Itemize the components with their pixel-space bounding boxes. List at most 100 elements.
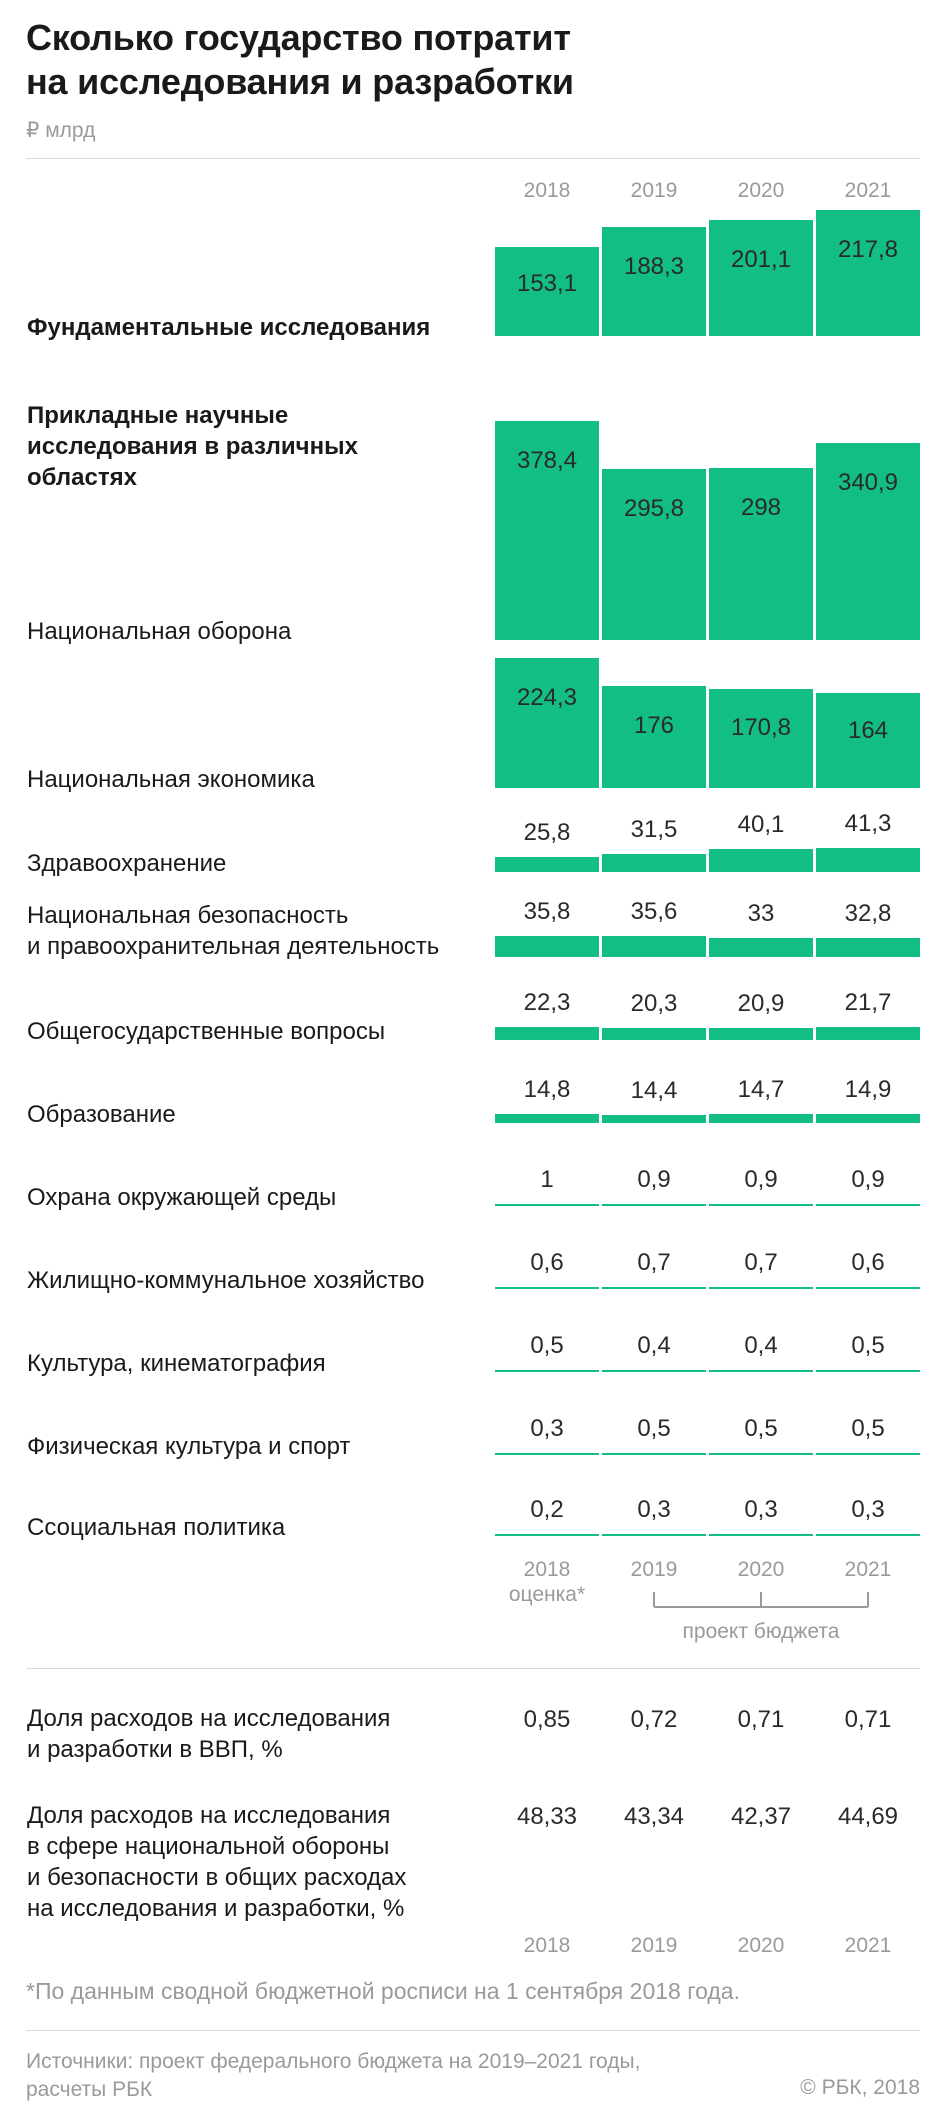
bar: [709, 1453, 813, 1455]
bar: [495, 1453, 599, 1455]
bar: [816, 1027, 920, 1040]
category-label-line: Культура, кинематография: [27, 1350, 326, 1377]
category-label-line: областях: [27, 464, 137, 491]
data-label: 201,1: [730, 245, 792, 273]
data-label: 176: [633, 711, 675, 739]
data-label: 40,1: [737, 810, 785, 838]
bar: [602, 1370, 706, 1372]
bottom-divider: [26, 2030, 920, 2031]
bar: [709, 1534, 813, 1536]
year-label-top: 2019: [630, 179, 678, 202]
year-label-top: 2021: [844, 179, 892, 202]
data-label: 0,2: [530, 1496, 564, 1524]
bar: [816, 848, 920, 872]
category-label: Здравоохранение: [27, 848, 226, 879]
stat-label-line: и разработки в ВВП, %: [27, 1736, 283, 1763]
data-label: 0,3: [637, 1496, 671, 1524]
category-label-line: Прикладные научные: [27, 402, 289, 429]
title-line-2: на исследования и разработки: [26, 61, 574, 102]
data-label: 22,3: [523, 989, 571, 1017]
stats-divider: [26, 1668, 920, 1669]
bar: [602, 1453, 706, 1455]
bar: [602, 686, 706, 788]
bar: [602, 1204, 706, 1206]
stat-label-line: и безопасности в общих расходах: [27, 1864, 407, 1891]
budget-bracket-tick: [867, 1592, 869, 1607]
footnote: *По данным сводной бюджетной росписи на …: [26, 1978, 740, 2004]
data-label: 33: [747, 899, 775, 927]
stat-value: 0,72: [630, 1706, 678, 1733]
bar: [816, 1114, 920, 1123]
data-label: 0,5: [851, 1332, 885, 1360]
data-label: 0,9: [744, 1166, 778, 1194]
data-label: 0,6: [851, 1249, 885, 1277]
bar: [495, 1204, 599, 1206]
stat-value: 48,33: [516, 1803, 578, 1830]
data-label: 0,6: [530, 1249, 564, 1277]
unit-label: ₽ млрд: [26, 119, 96, 142]
category-label: Общегосударственные вопросы: [27, 1016, 385, 1047]
data-label: 21,7: [844, 989, 892, 1017]
data-label: 295,8: [623, 494, 685, 522]
estimate-note: оценка*: [508, 1583, 586, 1606]
data-label: 35,6: [630, 898, 678, 926]
data-label: 170,8: [730, 713, 792, 741]
data-label: 0,4: [637, 1332, 671, 1360]
year-label-top: 2020: [737, 179, 785, 202]
data-label: 0,3: [744, 1496, 778, 1524]
category-label-line: Национальная экономика: [27, 766, 315, 793]
stat-label-line: на исследования и разработки, %: [27, 1895, 405, 1922]
data-label: 20,9: [737, 989, 785, 1017]
bar: [816, 1287, 920, 1289]
category-label-line: Ссоциальная политика: [27, 1514, 286, 1541]
year-label-bottom: 2018: [523, 1934, 571, 1957]
bar: [602, 936, 706, 957]
data-label: 0,9: [637, 1166, 671, 1194]
stat-value: 0,71: [844, 1706, 892, 1733]
bar: [602, 1028, 706, 1040]
bar: [495, 1027, 599, 1040]
bar: [816, 693, 920, 788]
data-label: 0,9: [851, 1166, 885, 1194]
bar: [816, 442, 920, 640]
bar: [816, 210, 920, 336]
data-label: 217,8: [837, 236, 899, 263]
category-label: Национальная экономика: [27, 764, 315, 795]
year-label-axis: 2021: [844, 1558, 892, 1581]
category-label: Ссоциальная политика: [27, 1512, 285, 1543]
data-label: 164: [847, 716, 889, 744]
bar: [709, 1027, 813, 1040]
category-label-line: Национальная безопасность: [27, 902, 349, 929]
category-label-line: Образование: [27, 1101, 176, 1128]
stat-value: 43,34: [623, 1803, 685, 1830]
data-label: 41,3: [844, 810, 892, 838]
bar: [602, 1114, 706, 1123]
category-label-line: Национальная оборона: [27, 618, 292, 645]
data-label: 0,5: [637, 1415, 671, 1443]
data-label: 153,1: [516, 269, 578, 297]
data-label: 20,3: [630, 990, 678, 1018]
data-label: 188,3: [623, 253, 685, 281]
copyright: © РБК, 2018: [800, 2076, 920, 2099]
bar: [602, 227, 706, 336]
bar: [709, 1370, 813, 1372]
bar: [816, 1204, 920, 1206]
bar: [816, 938, 920, 957]
bar: [495, 936, 599, 957]
bar: [495, 857, 599, 872]
data-label: 0,3: [530, 1415, 564, 1443]
year-label-axis: 2020: [737, 1558, 785, 1581]
category-label-line: Фундаментальные исследования: [27, 314, 431, 341]
bar: [709, 1287, 813, 1289]
data-label: 14,9: [844, 1076, 892, 1104]
top-divider: [26, 158, 920, 159]
bar: [816, 1453, 920, 1455]
bar: [495, 1287, 599, 1289]
year-label-bottom: 2020: [737, 1934, 785, 1957]
bar: [709, 937, 813, 957]
stat-label-line: Доля расходов на исследования: [27, 1705, 391, 1732]
data-label: 14,7: [737, 1076, 785, 1104]
budget-bracket-tick: [760, 1592, 762, 1607]
category-label-line: Общегосударственные вопросы: [27, 1018, 386, 1045]
bar: [709, 689, 813, 788]
